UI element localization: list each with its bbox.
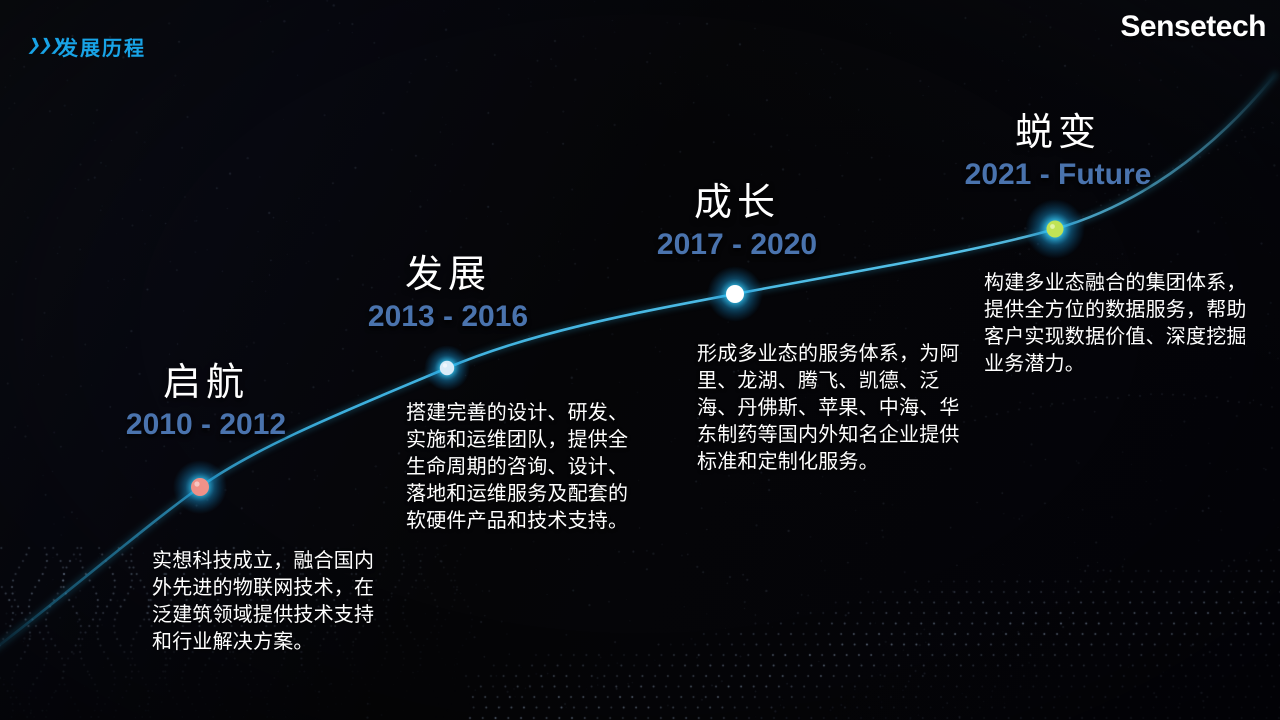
milestone-dot [191, 478, 209, 496]
milestone-label-2: 发展 2013 - 2016 [368, 254, 528, 334]
milestone-description-1: 实想科技成立，融合国内外先进的物联网技术，在泛建筑领域提供技术支持和行业解决方案… [152, 550, 375, 653]
milestone-label-3: 成长 2017 - 2020 [657, 182, 817, 262]
milestone-title: 成长 [693, 182, 781, 224]
milestone-period: 2013 - 2016 [367, 299, 529, 333]
milestone-description-3: 形成多业态的服务体系，为阿里、龙湖、腾飞、凯德、泛海、丹佛斯、苹果、中海、华东制… [697, 343, 960, 473]
milestone-dot [1046, 220, 1064, 238]
milestone-dot-4 [1025, 199, 1085, 259]
milestone-label-1: 启航 2010 - 2012 [126, 362, 286, 442]
dot-highlight [194, 481, 200, 487]
company-logo: Sensetech [1120, 10, 1266, 43]
milestone-title: 蜕变 [1014, 112, 1102, 154]
milestone-dot [439, 360, 455, 376]
page-title: 发展历程 [58, 38, 146, 60]
milestone-description-2: 搭建完善的设计、研发、实施和运维团队，提供全生命周期的咨询、设计、落地和运维服务… [406, 402, 629, 532]
milestone-description-4: 构建多业态融合的集团体系，提供全方位的数据服务，帮助客户实现数据价值、深度挖掘业… [984, 272, 1247, 375]
milestone-dot-3 [707, 266, 763, 322]
milestone-period: 2017 - 2020 [656, 227, 818, 261]
dot-highlight [442, 363, 448, 368]
milestone-title: 发展 [404, 254, 492, 296]
milestone-period: 2010 - 2012 [125, 407, 287, 441]
milestone-dot [726, 285, 744, 303]
milestone-dot-1 [173, 460, 227, 514]
milestone-period: 2021 - Future [964, 157, 1152, 191]
milestone-dot-2 [424, 345, 470, 391]
dot-highlight [1050, 224, 1055, 229]
milestone-label-4: 蜕变 2021 - Future [965, 112, 1152, 192]
milestone-title: 启航 [162, 362, 250, 404]
